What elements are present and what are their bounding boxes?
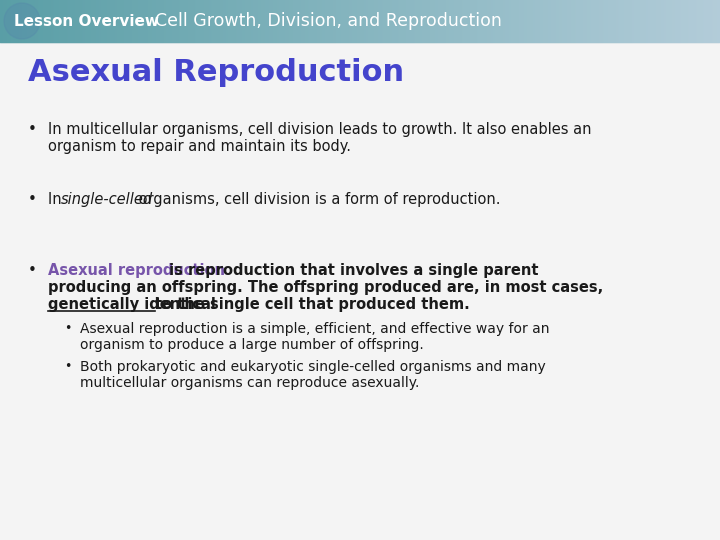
Text: producing an offspring. The offspring produced are, in most cases,: producing an offspring. The offspring pr…	[48, 280, 603, 295]
Text: to the single cell that produced them.: to the single cell that produced them.	[155, 297, 469, 312]
Text: Both prokaryotic and eukaryotic single-celled organisms and many: Both prokaryotic and eukaryotic single-c…	[80, 360, 546, 374]
Text: is reproduction that involves a single parent: is reproduction that involves a single p…	[164, 263, 539, 278]
Text: •: •	[28, 263, 37, 278]
Text: Cell Growth, Division, and Reproduction: Cell Growth, Division, and Reproduction	[155, 12, 502, 30]
Text: •: •	[64, 360, 71, 373]
Text: Asexual reproduction is a simple, efficient, and effective way for an: Asexual reproduction is a simple, effici…	[80, 322, 549, 336]
Text: single-celled: single-celled	[61, 192, 153, 207]
Text: •: •	[28, 192, 37, 207]
Text: multicellular organisms can reproduce asexually.: multicellular organisms can reproduce as…	[80, 376, 419, 390]
Text: •: •	[28, 122, 37, 137]
Text: In multicellular organisms, cell division leads to growth. It also enables an: In multicellular organisms, cell divisio…	[48, 122, 592, 137]
Circle shape	[4, 3, 40, 39]
Text: organisms, cell division is a form of reproduction.: organisms, cell division is a form of re…	[134, 192, 500, 207]
Text: organism to repair and maintain its body.: organism to repair and maintain its body…	[48, 139, 351, 154]
Text: Asexual Reproduction: Asexual Reproduction	[28, 58, 404, 87]
Text: Asexual reproduction: Asexual reproduction	[48, 263, 225, 278]
Text: •: •	[64, 322, 71, 335]
Text: genetically identical: genetically identical	[48, 297, 221, 312]
Text: Lesson Overview: Lesson Overview	[14, 14, 159, 29]
Text: In: In	[48, 192, 66, 207]
Text: organism to produce a large number of offspring.: organism to produce a large number of of…	[80, 338, 424, 352]
